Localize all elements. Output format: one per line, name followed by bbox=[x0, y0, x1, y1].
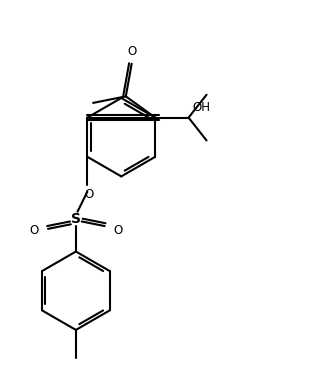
Text: O: O bbox=[84, 189, 94, 201]
Text: S: S bbox=[71, 212, 81, 226]
Text: O: O bbox=[127, 45, 136, 58]
Text: OH: OH bbox=[192, 101, 210, 114]
Text: O: O bbox=[114, 224, 123, 237]
Text: O: O bbox=[29, 224, 38, 237]
